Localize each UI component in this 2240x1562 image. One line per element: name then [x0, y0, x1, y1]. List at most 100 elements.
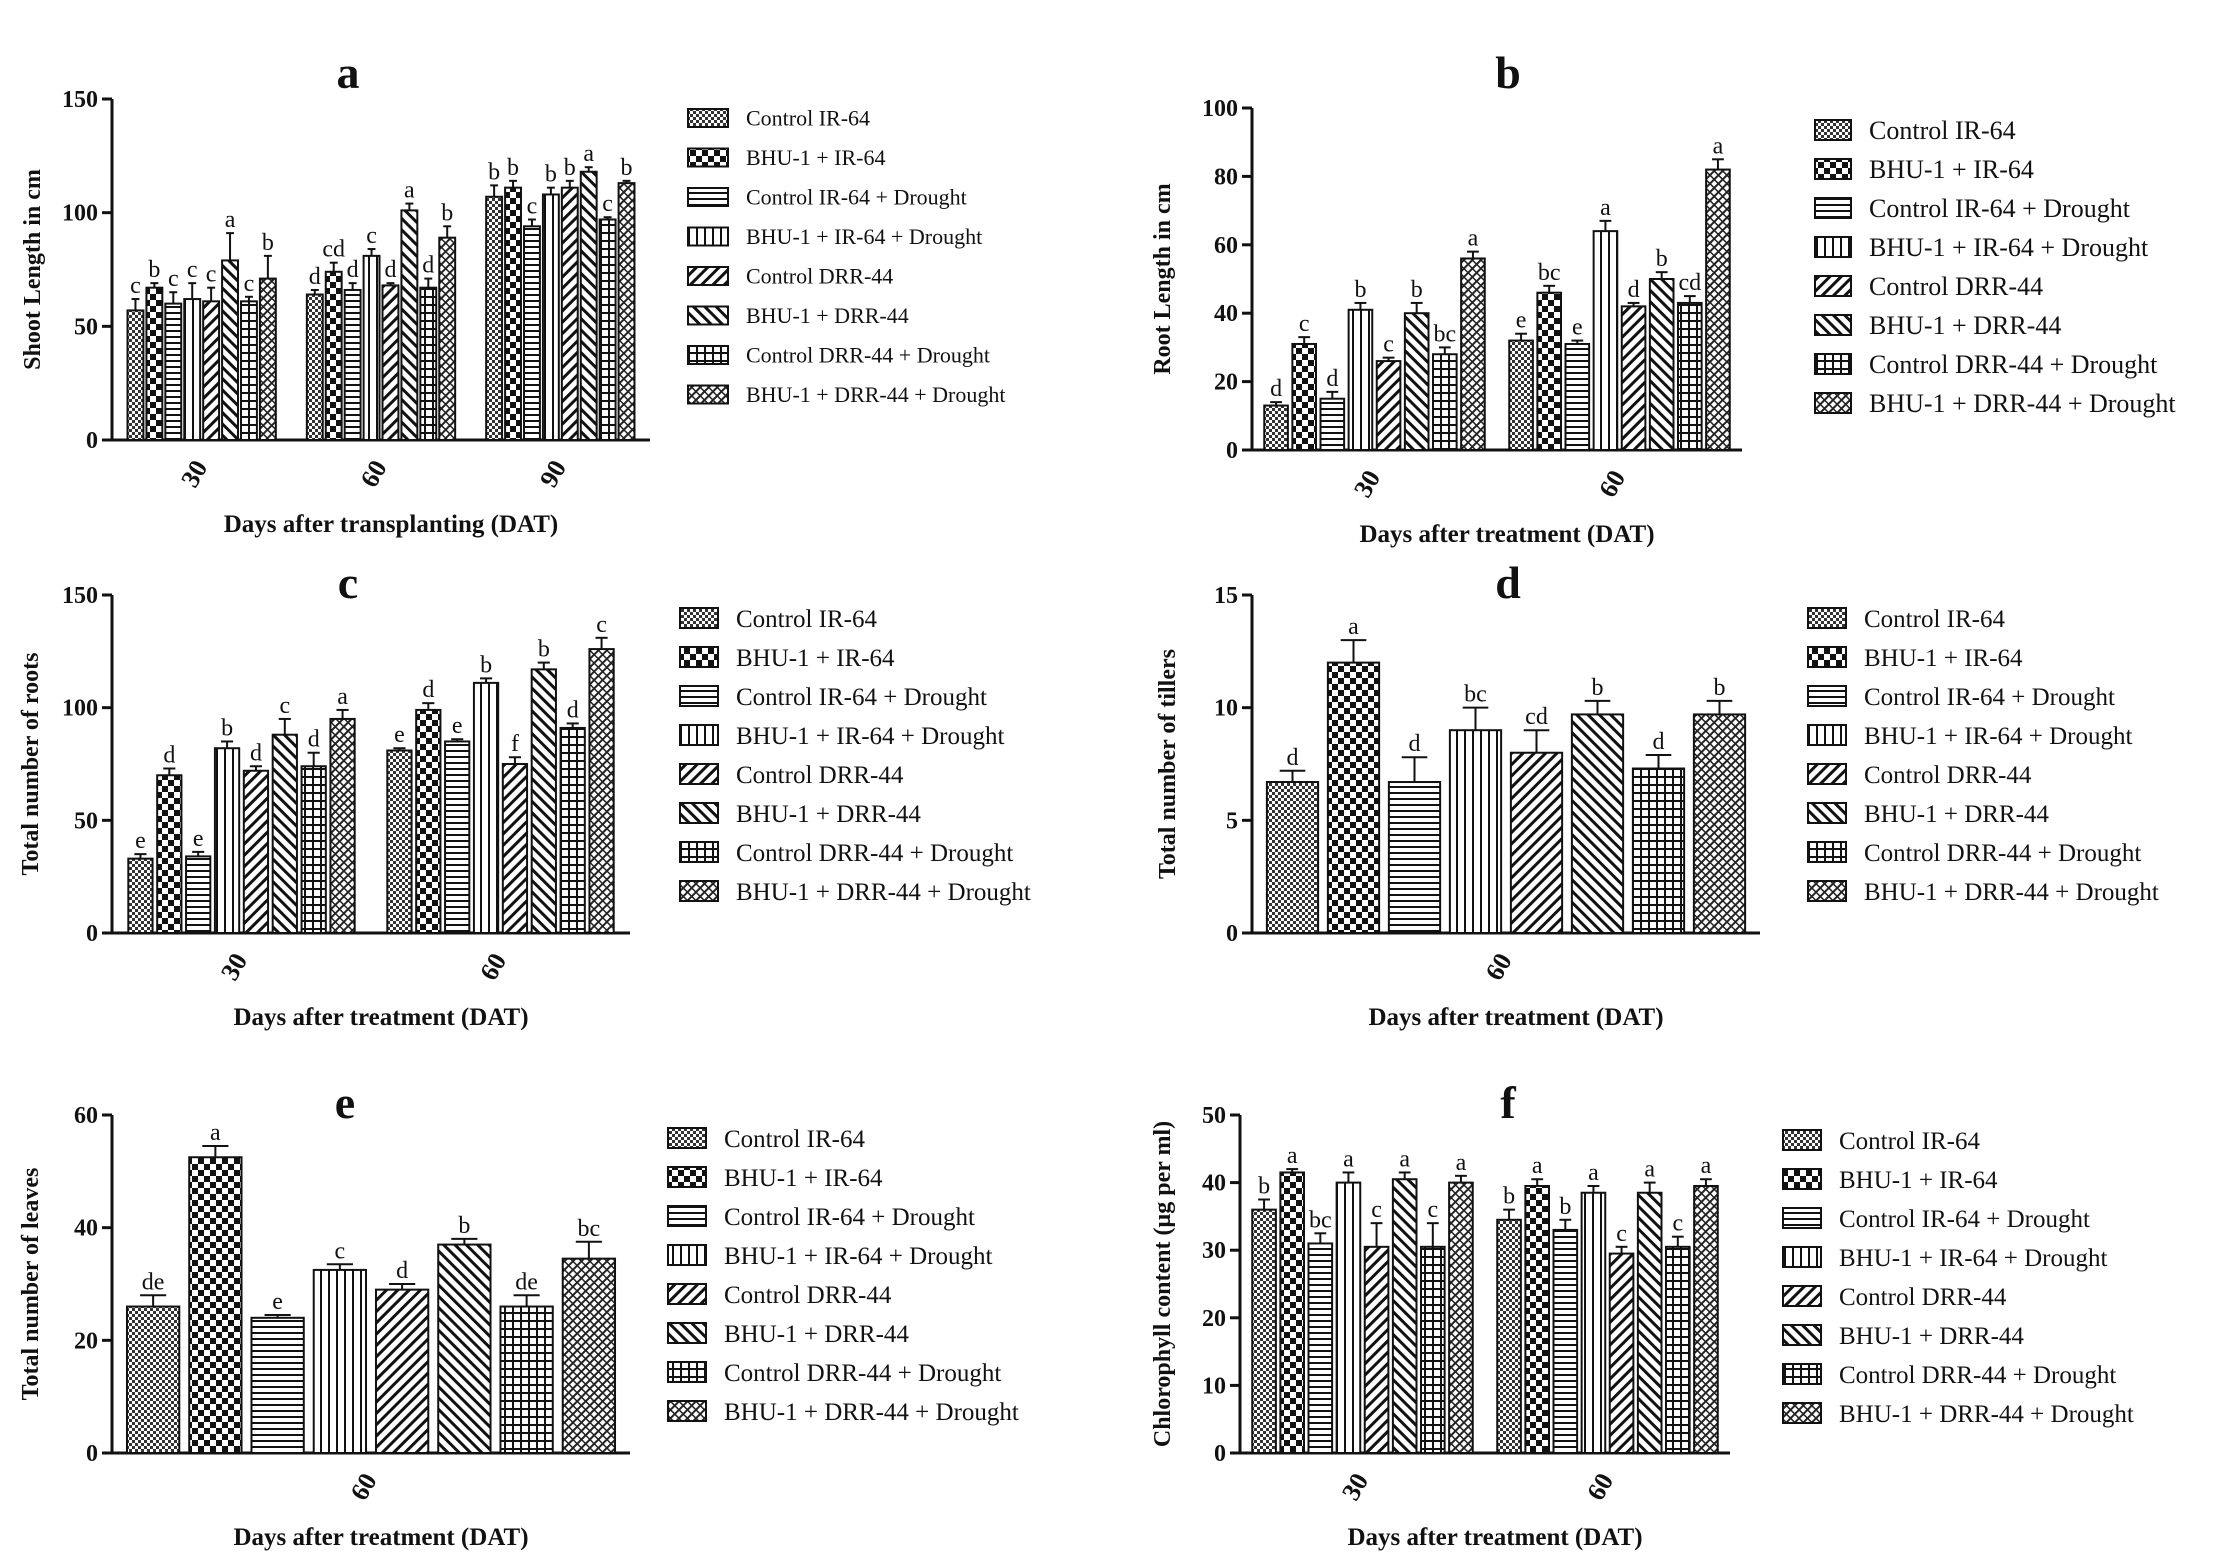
y-tick-label: 20: [1202, 1306, 1226, 1332]
significance-letter: a: [1532, 1153, 1543, 1179]
panel-title: d: [1495, 557, 1521, 608]
legend-swatch: [1782, 1207, 1822, 1229]
legend-swatch: [667, 1244, 707, 1266]
legend-label: BHU-1 + IR-64 + Drought: [1839, 1245, 2108, 1272]
bar: [1387, 781, 1442, 934]
significance-letter: d: [422, 677, 434, 703]
significance-letter: a: [225, 207, 236, 233]
legend-label: Control IR-64 + Drought: [736, 684, 987, 711]
x-tick-label: 60: [1480, 948, 1518, 985]
significance-letter: bc: [578, 1216, 601, 1242]
y-tick-label: 50: [74, 314, 98, 340]
significance-letter: a: [210, 1120, 221, 1146]
significance-letter: c: [168, 266, 179, 292]
legend-label: BHU-1 + DRR-44 + Drought: [1869, 389, 2176, 418]
significance-letter: b: [1411, 277, 1423, 303]
bar: [504, 186, 522, 441]
x-tick-label: 60: [345, 1468, 383, 1505]
significance-letter: c: [279, 693, 290, 719]
bar: [1508, 339, 1534, 451]
significance-letter: d: [308, 727, 320, 753]
legend-label: Control IR-64 + Drought: [1839, 1206, 2090, 1233]
chart-panel-e: e 0 20 40 60 Total number of leaves de a e c d b de b…: [18, 1077, 1019, 1551]
legend-label: BHU-1 + IR-64 + Drought: [1864, 723, 2133, 750]
bar: [617, 182, 636, 441]
significance-letter: b: [507, 155, 519, 181]
x-axis-label: Days after treatment (DAT): [1368, 1004, 1663, 1031]
bar: [559, 726, 586, 934]
legend-swatch: [1782, 1168, 1822, 1190]
significance-letter: a: [1468, 226, 1479, 252]
y-tick-label: 0: [86, 921, 98, 947]
legend-swatch: [679, 724, 719, 746]
legend-label: BHU-1 + DRR-44 + Drought: [746, 382, 1005, 407]
significance-letter: b: [564, 155, 576, 181]
bar: [1448, 729, 1503, 935]
bar: [242, 769, 270, 935]
legend-swatch: [1807, 685, 1847, 707]
legend-swatch: [1782, 1324, 1822, 1346]
y-axis-label: Shoot Length in cm: [20, 169, 46, 370]
x-tick-label: 90: [534, 455, 572, 492]
legend-swatch: [687, 147, 729, 168]
legend-label: Control IR-64 + Drought: [746, 185, 967, 210]
y-tick-label: 40: [74, 1216, 98, 1242]
legend-swatch: [1807, 607, 1847, 629]
significance-letter: c: [1371, 1197, 1382, 1223]
bar: [271, 733, 298, 934]
legend-label: Control DRR-44: [736, 762, 904, 789]
bar: [1631, 767, 1686, 934]
legend-swatch: [1782, 1285, 1822, 1307]
bar: [1705, 168, 1731, 451]
bar: [472, 681, 500, 934]
x-axis-label: Days after treatment (DAT): [1347, 1524, 1642, 1551]
bar: [1620, 305, 1647, 451]
significance-letter: b: [148, 257, 160, 283]
legend-swatch: [1807, 646, 1847, 668]
legend-label: BHU-1 + DRR-44 + Drought: [1864, 879, 2159, 906]
legend-label: Control DRR-44 + Drought: [736, 840, 1013, 867]
bar: [221, 259, 239, 442]
bar: [1391, 1178, 1418, 1454]
x-tick-label: 30: [175, 455, 213, 492]
y-axis-label: Total number of tillers: [1155, 649, 1181, 879]
legend: Control IR-64 BHU-1 + IR-64 Control IR-64 …: [679, 606, 1031, 906]
significance-letter: b: [1258, 1174, 1270, 1200]
legend-label: Control IR-64: [1864, 606, 2005, 633]
bar: [258, 277, 277, 441]
y-tick-label: 150: [62, 87, 98, 113]
significance-letter: a: [1343, 1146, 1354, 1172]
legend-swatch: [687, 305, 729, 326]
bar: [598, 218, 617, 441]
significance-letter: c: [1616, 1221, 1627, 1247]
legend: Control IR-64 BHU-1 + IR-64 Control IR-64 …: [1807, 606, 2159, 906]
significance-letter: b: [1592, 675, 1604, 701]
legend-swatch: [679, 880, 719, 902]
legend-label: Control IR-64: [736, 606, 877, 633]
y-tick-label: 30: [1202, 1238, 1226, 1264]
legend-label: Control IR-64: [724, 1126, 865, 1153]
significance-letter: b: [488, 159, 500, 185]
bar: [1375, 360, 1402, 451]
significance-letter: d: [422, 253, 434, 279]
significance-letter: a: [1348, 614, 1359, 640]
legend-swatch: [1814, 158, 1852, 180]
bar: [560, 186, 579, 441]
significance-letter: c: [206, 262, 217, 288]
significance-letter: e: [272, 1289, 283, 1315]
bar: [1570, 713, 1625, 935]
bar: [1420, 1245, 1446, 1454]
bar: [523, 225, 541, 441]
significance-letter: d: [309, 264, 321, 290]
legend-swatch: [687, 266, 729, 286]
significance-letter: b: [538, 637, 550, 663]
bar: [499, 1305, 554, 1454]
legend-label: BHU-1 + DRR-44 + Drought: [1839, 1401, 2134, 1428]
significance-letter: a: [404, 178, 415, 204]
significance-letter: b: [1354, 277, 1366, 303]
significance-letter: de: [142, 1269, 165, 1295]
y-tick-label: 80: [1214, 164, 1238, 190]
legend-label: Control IR-64: [1839, 1128, 1980, 1155]
